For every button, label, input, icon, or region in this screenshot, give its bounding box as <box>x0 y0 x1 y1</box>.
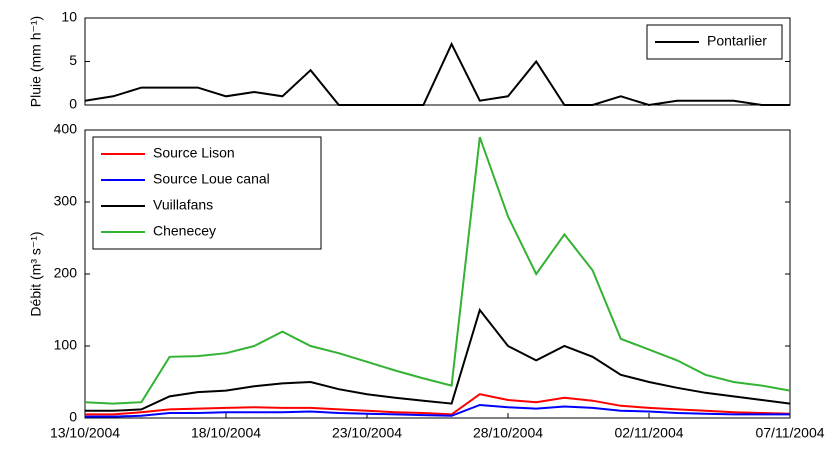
x-tick-label: 23/10/2004 <box>332 425 402 441</box>
series-line <box>84 41 790 107</box>
y-tick-label: 5 <box>69 52 77 68</box>
x-tick-label: 07/11/2004 <box>755 425 824 441</box>
legend-label: Source Lison <box>153 145 235 161</box>
legend-label: Vuillafans <box>153 197 213 213</box>
y-axis-label: Pluie (mm h⁻¹) <box>28 16 44 107</box>
y-tick-label: 10 <box>61 9 77 25</box>
x-tick-label: 18/10/2004 <box>191 425 261 441</box>
legend-label: Pontarlier <box>707 33 767 49</box>
legend-box <box>92 136 322 250</box>
legend-label: Chenecey <box>153 223 216 239</box>
y-tick-label: 400 <box>54 121 78 137</box>
x-tick-label: 28/10/2004 <box>473 425 543 441</box>
legend-label: Source Loue canal <box>153 171 270 187</box>
y-tick-label: 100 <box>54 337 78 353</box>
series-line <box>84 136 791 405</box>
y-axis-label: Débit (m³ s⁻¹) <box>28 231 44 316</box>
y-tick-label: 0 <box>69 96 77 112</box>
y-tick-label: 300 <box>54 193 78 209</box>
y-tick-label: 0 <box>69 409 77 425</box>
series-line <box>85 307 791 412</box>
x-tick-label: 13/10/2004 <box>50 425 120 441</box>
series-line <box>85 393 791 416</box>
x-tick-label: 02/11/2004 <box>614 425 683 441</box>
y-tick-label: 200 <box>54 265 78 281</box>
series-line <box>85 403 790 418</box>
